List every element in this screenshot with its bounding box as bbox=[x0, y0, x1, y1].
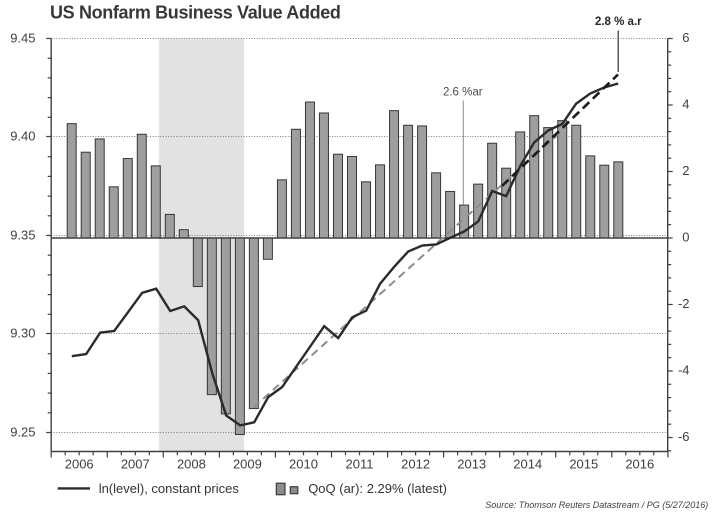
svg-text:0: 0 bbox=[682, 229, 689, 244]
svg-text:2.8 % a.r: 2.8 % a.r bbox=[595, 16, 642, 28]
svg-text:US Nonfarm Business Value Adde: US Nonfarm Business Value Added bbox=[50, 3, 341, 23]
svg-text:9.45: 9.45 bbox=[10, 30, 35, 45]
svg-text:2007: 2007 bbox=[121, 457, 150, 472]
svg-text:2013: 2013 bbox=[457, 457, 486, 472]
svg-text:9.35: 9.35 bbox=[10, 227, 35, 242]
svg-text:2012: 2012 bbox=[401, 457, 430, 472]
svg-text:QoQ (ar): 2.29% (latest): QoQ (ar): 2.29% (latest) bbox=[308, 481, 447, 496]
svg-text:Source: Thomson Reuters Datast: Source: Thomson Reuters Datastream / PG … bbox=[485, 500, 708, 510]
svg-text:9.40: 9.40 bbox=[10, 128, 35, 143]
svg-text:-2: -2 bbox=[678, 296, 690, 311]
svg-text:-6: -6 bbox=[678, 429, 690, 444]
svg-text:2011: 2011 bbox=[346, 457, 374, 472]
svg-text:2009: 2009 bbox=[233, 457, 262, 472]
svg-text:6: 6 bbox=[682, 30, 689, 45]
svg-text:2014: 2014 bbox=[513, 457, 542, 472]
svg-text:2015: 2015 bbox=[569, 457, 598, 472]
svg-text:ln(level), constant prices: ln(level), constant prices bbox=[99, 481, 240, 496]
svg-text:2010: 2010 bbox=[289, 457, 318, 472]
svg-text:4: 4 bbox=[682, 96, 689, 111]
svg-text:2016: 2016 bbox=[625, 457, 654, 472]
svg-text:2.6 %ar: 2.6 %ar bbox=[443, 87, 483, 99]
svg-text:2008: 2008 bbox=[177, 457, 206, 472]
svg-text:2006: 2006 bbox=[65, 457, 94, 472]
svg-text:9.25: 9.25 bbox=[10, 424, 35, 439]
svg-text:-4: -4 bbox=[678, 362, 690, 377]
svg-text:9.30: 9.30 bbox=[10, 325, 35, 340]
svg-text:2: 2 bbox=[682, 163, 689, 178]
